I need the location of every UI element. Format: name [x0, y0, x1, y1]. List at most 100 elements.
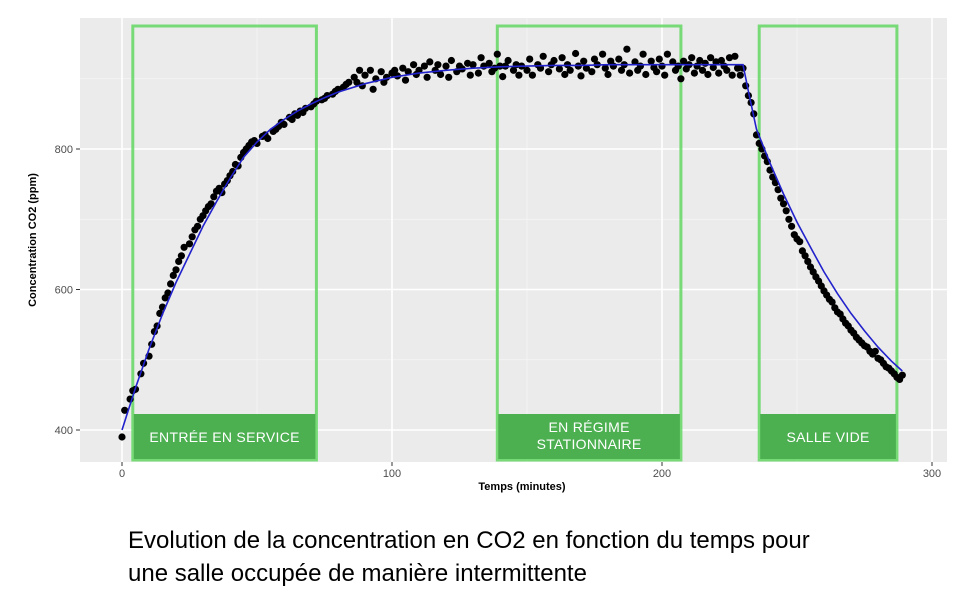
- data-point: [785, 215, 793, 223]
- data-point: [504, 56, 512, 65]
- data-point: [477, 54, 485, 62]
- zone-box: [131, 24, 318, 462]
- data-point: [782, 207, 790, 215]
- data-point: [539, 52, 547, 60]
- data-point: [447, 56, 455, 65]
- data-point: [401, 76, 410, 84]
- zone-label: ENTRÉE EN SERVICE: [149, 429, 299, 445]
- data-point: [280, 120, 288, 128]
- data-point: [572, 49, 580, 58]
- data-point: [420, 62, 428, 70]
- zone-box: [757, 24, 899, 462]
- data-point: [631, 58, 639, 66]
- data-point: [661, 71, 669, 79]
- data-point: [423, 73, 431, 81]
- data-point: [485, 59, 493, 67]
- data-point: [509, 66, 518, 74]
- data-point: [736, 71, 744, 79]
- data-point: [550, 56, 558, 65]
- data-point: [207, 200, 215, 208]
- data-point: [898, 371, 906, 379]
- data-point: [779, 200, 788, 208]
- data-point: [415, 66, 423, 74]
- data-point: [466, 71, 474, 79]
- zone-label-bar: [760, 414, 896, 459]
- y-tick-label: 400: [55, 425, 73, 437]
- x-tick-label: 200: [653, 468, 671, 480]
- fit-line: [121, 63, 903, 431]
- data-point: [639, 50, 647, 58]
- data-point: [674, 62, 682, 70]
- data-point: [526, 55, 534, 63]
- data-point: [723, 66, 731, 74]
- data-point: [410, 61, 418, 69]
- data-point: [707, 54, 715, 62]
- y-tick-label: 600: [55, 285, 73, 297]
- data-point: [698, 66, 707, 74]
- data-point: [704, 70, 712, 79]
- data-point: [669, 58, 677, 66]
- data-point: [369, 85, 377, 93]
- caption-line-2: une salle occupée de manière intermitten…: [128, 560, 587, 587]
- zone-label: SALLE VIDE: [786, 429, 869, 445]
- data-point: [426, 58, 434, 66]
- data-point: [774, 186, 782, 194]
- data-point: [734, 64, 742, 72]
- data-point: [731, 52, 739, 60]
- data-point: [523, 66, 531, 74]
- data-point: [677, 75, 685, 83]
- data-point: [545, 68, 553, 76]
- data-point: [188, 233, 196, 241]
- data-point: [353, 78, 361, 86]
- data-point: [404, 68, 412, 76]
- plot-panel: [80, 18, 947, 462]
- data-point: [626, 69, 634, 77]
- data-point: [712, 58, 720, 66]
- data-point: [377, 68, 385, 76]
- data-point: [558, 54, 566, 62]
- y-tick-label: 800: [55, 144, 73, 156]
- data-point: [445, 73, 453, 81]
- data-point: [688, 54, 696, 62]
- data-point: [696, 56, 704, 65]
- data-point: [169, 271, 177, 279]
- x-tick-label: 100: [383, 468, 401, 480]
- data-point: [566, 66, 574, 74]
- data-point: [264, 134, 272, 143]
- data-point: [229, 167, 237, 176]
- y-axis-title: Concentration CO2 (ppm): [27, 173, 39, 307]
- data-point: [801, 252, 809, 260]
- data-point: [172, 266, 180, 274]
- data-point: [777, 194, 785, 202]
- data-point: [647, 57, 655, 65]
- zone-label: STATIONNAIRE: [537, 436, 642, 452]
- data-point: [528, 71, 537, 79]
- zone-label-bar: [498, 414, 680, 459]
- data-point: [464, 59, 472, 67]
- data-point: [663, 50, 672, 58]
- data-point: [185, 240, 194, 248]
- data-point: [604, 70, 612, 79]
- data-point: [194, 222, 202, 230]
- data-point: [804, 257, 812, 265]
- data-point: [437, 70, 445, 79]
- data-point: [690, 69, 699, 77]
- zone-label-bar: [133, 414, 316, 459]
- data-point: [499, 73, 507, 81]
- data-point: [658, 62, 666, 70]
- zone-box: [495, 24, 683, 462]
- data-point: [588, 68, 596, 76]
- data-point: [636, 62, 645, 70]
- data-point: [175, 257, 183, 265]
- figure-caption: Evolution de la concentration en CO2 en …: [128, 524, 810, 590]
- data-point: [121, 406, 129, 414]
- data-point: [555, 65, 564, 73]
- data-point: [366, 66, 374, 74]
- data-point: [399, 64, 407, 72]
- data-point: [493, 50, 501, 58]
- data-point: [828, 298, 836, 306]
- data-point: [118, 433, 126, 441]
- data-point: [442, 62, 450, 70]
- x-tick-label: 300: [923, 468, 941, 480]
